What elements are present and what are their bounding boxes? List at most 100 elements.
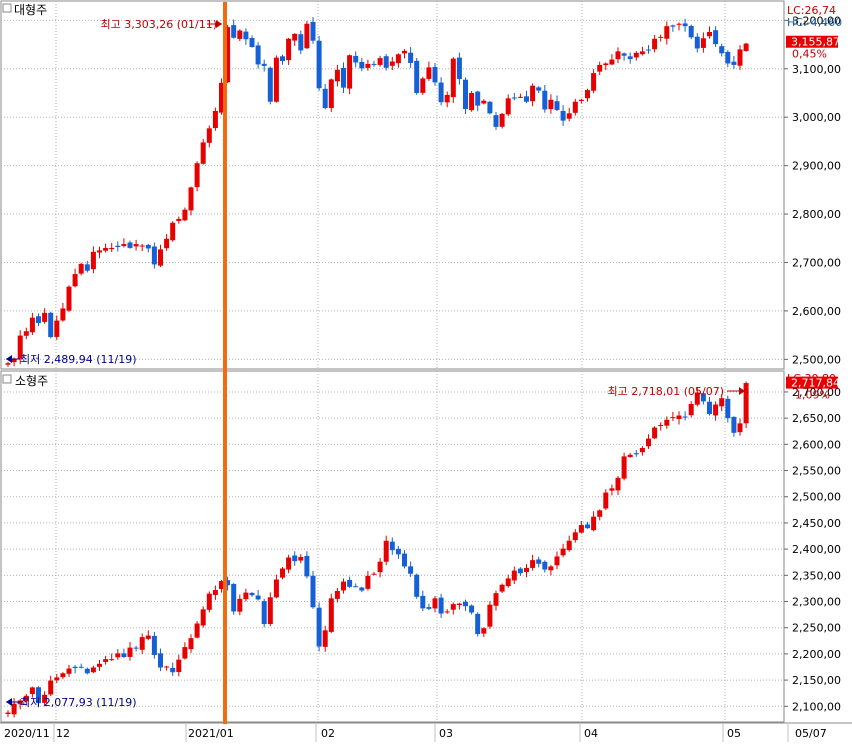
candle [597,61,603,75]
candle [176,216,182,224]
candle [84,260,90,273]
candle-body [200,142,206,164]
candle [700,32,706,53]
candle-body [548,99,554,110]
candle-body [23,331,29,336]
candle [432,62,438,86]
y-tick-label: 2,300,00 [792,596,841,609]
y-tick-label: 2,100,00 [792,700,841,713]
candle [29,312,35,335]
candle-body [621,456,627,479]
candle-body [255,45,261,65]
candle [365,570,371,591]
candle-body [231,25,237,38]
candle-body [389,541,395,551]
candle-body [188,187,194,211]
candle-body [267,597,273,625]
candle [158,244,163,267]
pane-small-cap-collapse-icon[interactable] [2,374,12,384]
candle-body [469,605,475,613]
candle [444,91,450,108]
pane-large-cap-title: 대형주 [14,3,47,17]
candle [627,52,633,64]
candle-body [164,238,170,249]
candle [280,54,285,65]
candle [591,69,597,94]
candle-body [286,38,292,60]
candle [572,529,578,543]
candle-body [420,595,426,609]
candle [578,98,584,104]
candle-body [188,638,194,650]
candle-body [597,510,603,517]
candle [292,551,298,566]
candle-body [261,601,267,625]
candle [572,98,578,116]
candle-body [365,63,371,68]
candle [426,61,432,81]
candle-body [676,415,682,420]
pane-large-cap-min-annotation: 최저 2,489,94 (11/19) [6,353,137,366]
candle-body [298,34,304,51]
candle [456,52,462,85]
candle [639,46,645,56]
candle [60,302,66,322]
candle [176,654,182,677]
candle [463,599,468,612]
candle-body [90,251,96,270]
candle [200,139,206,165]
candle-body [420,78,426,93]
candle [200,606,206,628]
candle-body [658,424,664,426]
candle-body [280,568,285,578]
candle-body [66,286,72,311]
candle-body [11,703,17,715]
candle-body [383,540,389,562]
candle [652,34,658,53]
candle-body [121,244,127,247]
candle-body [438,82,444,103]
candle [585,88,590,102]
candle-body [670,25,676,27]
candle [469,604,475,615]
pane-large-cap-max-annotation: 최고 3,303,26 (01/11) [100,18,222,31]
candle-body [322,88,328,109]
candle-body [194,163,200,188]
candle-body [688,404,694,416]
y-tick-label: 3,100,00 [792,63,841,76]
candle-body [597,64,603,72]
candle-body [463,79,468,109]
pane-large-cap-hc-label: HC:-4,460 [787,16,842,29]
candle-body [694,36,700,49]
candle-body [42,312,48,322]
candle-body [328,598,334,632]
candle-body [237,30,243,39]
candle [139,633,145,655]
candle [517,93,523,99]
candle-body [17,700,23,705]
candle [359,586,365,593]
pane-large-cap-collapse-icon[interactable] [2,3,12,13]
candle [170,662,176,676]
x-tick-label: 04 [584,727,598,740]
candle [54,674,60,684]
candle [426,603,432,611]
candle [560,105,566,126]
candle-body [151,635,157,655]
candle-body [334,591,340,599]
candle [231,19,237,39]
candle-body [707,31,712,37]
candle-body [273,579,279,598]
y-tick-label: 2,550,00 [792,465,841,478]
candle-body [286,557,292,570]
candle-body [109,659,115,661]
candle [408,561,414,577]
candle [316,35,322,91]
y-tick-label: 2,400,00 [792,543,841,556]
candle-body [84,264,90,271]
candle [310,17,316,44]
candle-body [585,90,590,99]
candle-body [536,87,542,91]
candle-body [60,308,66,321]
pane-small-cap-min-annotation: 최저 2,077,93 (11/19) [6,696,137,709]
